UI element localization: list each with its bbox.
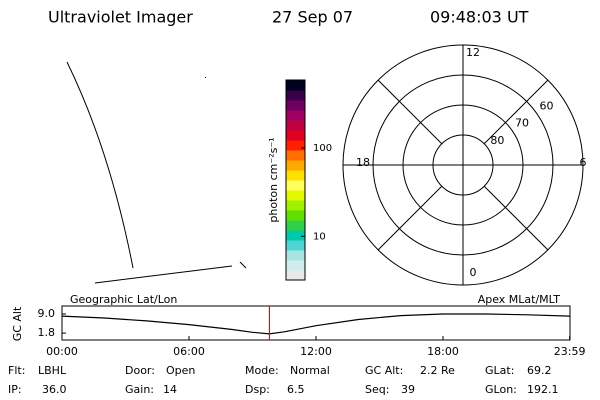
orbit-left-label: Geographic Lat/Lon <box>70 293 177 306</box>
colorbar-swatch <box>286 130 305 141</box>
x-tick-label: 12:00 <box>300 345 332 358</box>
colorbar-swatch <box>286 210 305 221</box>
orbit-ylabel: GC Alt <box>11 306 24 341</box>
y-tick-label: 9.0 <box>38 307 56 320</box>
lat-label: 70 <box>515 117 529 130</box>
x-tick-label: 00:00 <box>46 345 78 358</box>
status-label: Flt: <box>8 364 25 377</box>
polar-diagonal <box>483 185 549 251</box>
status-label: GLat: <box>485 364 514 377</box>
status-label: Seq: <box>365 383 389 396</box>
x-tick-label: 06:00 <box>173 345 205 358</box>
lat-label: 80 <box>490 134 504 147</box>
colorbar-swatch <box>286 190 305 201</box>
colorbar-swatch <box>286 230 305 241</box>
status-value: 2.2 Re <box>420 364 455 377</box>
polar-diagonal <box>377 79 443 145</box>
colorbar-swatch <box>286 220 305 231</box>
colorbar-swatch <box>286 250 305 261</box>
lon-line <box>94 265 233 284</box>
colorbar-swatch <box>286 140 305 151</box>
status-value: 36.0 <box>42 383 67 396</box>
colorbar-swatch <box>286 90 305 101</box>
colorbar-swatch <box>286 110 305 121</box>
colorbar-label: photon cm⁻²s⁻¹ <box>267 137 280 222</box>
colorbar-swatch <box>286 120 305 131</box>
status-value: Normal <box>290 364 330 377</box>
colorbar-swatch <box>286 200 305 211</box>
status-label: Dsp: <box>245 383 270 396</box>
colorbar-tick-label: 100 <box>313 143 332 154</box>
polar-diagonal <box>483 79 549 145</box>
status-label: Gain: <box>125 383 154 396</box>
mlt-label: 12 <box>466 46 480 59</box>
status-value: 69.2 <box>527 364 552 377</box>
orbit-curve <box>61 313 571 335</box>
lat-label: 60 <box>540 99 554 112</box>
status-value: 192.1 <box>527 383 559 396</box>
colorbar-tick-label: 10 <box>313 231 326 242</box>
lat-line <box>66 61 134 269</box>
geographic-image <box>66 61 247 284</box>
status-label: Door: <box>125 364 155 377</box>
status-label: IP: <box>8 383 22 396</box>
status-value: LBHL <box>38 364 67 377</box>
mlt-label: 18 <box>356 156 370 169</box>
status-value: Open <box>166 364 195 377</box>
lon-line <box>239 261 247 269</box>
orbit-frame <box>61 305 571 341</box>
polar-diagonal <box>377 185 443 251</box>
mlt-label: 6 <box>580 156 587 169</box>
x-tick-label: 23:59 <box>554 345 586 358</box>
colorbar-frame <box>285 79 306 281</box>
colorbar-swatch <box>286 180 305 191</box>
orbit-right-label: Apex MLat/MLT <box>478 293 561 306</box>
status-label: GC Alt: <box>365 364 403 377</box>
title: Ultraviolet Imager <box>48 8 193 27</box>
status-value: 39 <box>401 383 415 396</box>
colorbar-swatch <box>286 170 305 181</box>
colorbar-swatch <box>286 260 305 271</box>
colorbar-swatch <box>286 160 305 171</box>
time: 09:48:03 UT <box>430 8 529 27</box>
status-value: 6.5 <box>287 383 305 396</box>
dot <box>205 77 206 78</box>
colorbar-swatch <box>286 240 305 251</box>
y-tick-label: 1.8 <box>38 326 56 339</box>
date: 27 Sep 07 <box>272 8 353 27</box>
status-value: 14 <box>163 383 177 396</box>
status-label: Mode: <box>245 364 279 377</box>
colorbar-swatch <box>286 270 305 281</box>
colorbar-swatch <box>286 150 305 161</box>
status-label: GLon: <box>485 383 517 396</box>
x-tick-label: 18:00 <box>427 345 459 358</box>
colorbar-swatch <box>286 80 305 91</box>
colorbar-swatch <box>286 100 305 111</box>
mlt-label: 0 <box>470 266 477 279</box>
